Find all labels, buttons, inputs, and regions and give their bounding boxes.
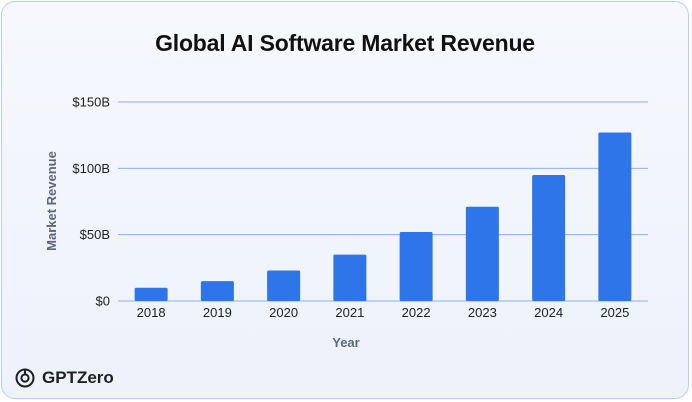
- y-axis-ticks: $0 $50B $100B $150B: [72, 95, 110, 309]
- x-tick-label: 2020: [269, 305, 298, 320]
- bar-2023: [465, 206, 499, 301]
- bar-2021: [333, 254, 367, 301]
- x-tick-label: 2019: [203, 305, 232, 320]
- bar-2024: [532, 174, 566, 301]
- x-tick-label: 2023: [468, 305, 497, 320]
- y-tick-label: $100B: [72, 161, 110, 176]
- y-axis-label: Market Revenue: [44, 151, 59, 251]
- bar-2020: [267, 270, 301, 301]
- y-tick-label: $0: [96, 294, 110, 309]
- x-tick-label: 2022: [402, 305, 431, 320]
- x-tick-label: 2024: [534, 305, 563, 320]
- chart-title: Global AI Software Market Revenue: [155, 30, 535, 56]
- bar-2019: [200, 281, 234, 301]
- x-tick-label: 2025: [600, 305, 629, 320]
- x-tick-label: 2021: [335, 305, 364, 320]
- bar-2022: [399, 232, 433, 301]
- gptzero-logo-icon: [15, 368, 35, 388]
- x-axis-ticks: 2018 2019 2020 2021 2022 2023 2024 2025: [137, 305, 630, 320]
- y-tick-label: $150B: [72, 95, 110, 110]
- bar-2025: [598, 132, 632, 301]
- y-tick-label: $50B: [80, 227, 110, 242]
- bar-2018: [134, 287, 168, 301]
- grid-lines: [118, 101, 648, 302]
- x-tick-label: 2018: [137, 305, 166, 320]
- x-axis-label: Year: [332, 335, 359, 350]
- bars: [134, 132, 632, 301]
- brand-footer: GPTZero: [14, 367, 114, 389]
- brand-name: GPTZero: [42, 368, 114, 387]
